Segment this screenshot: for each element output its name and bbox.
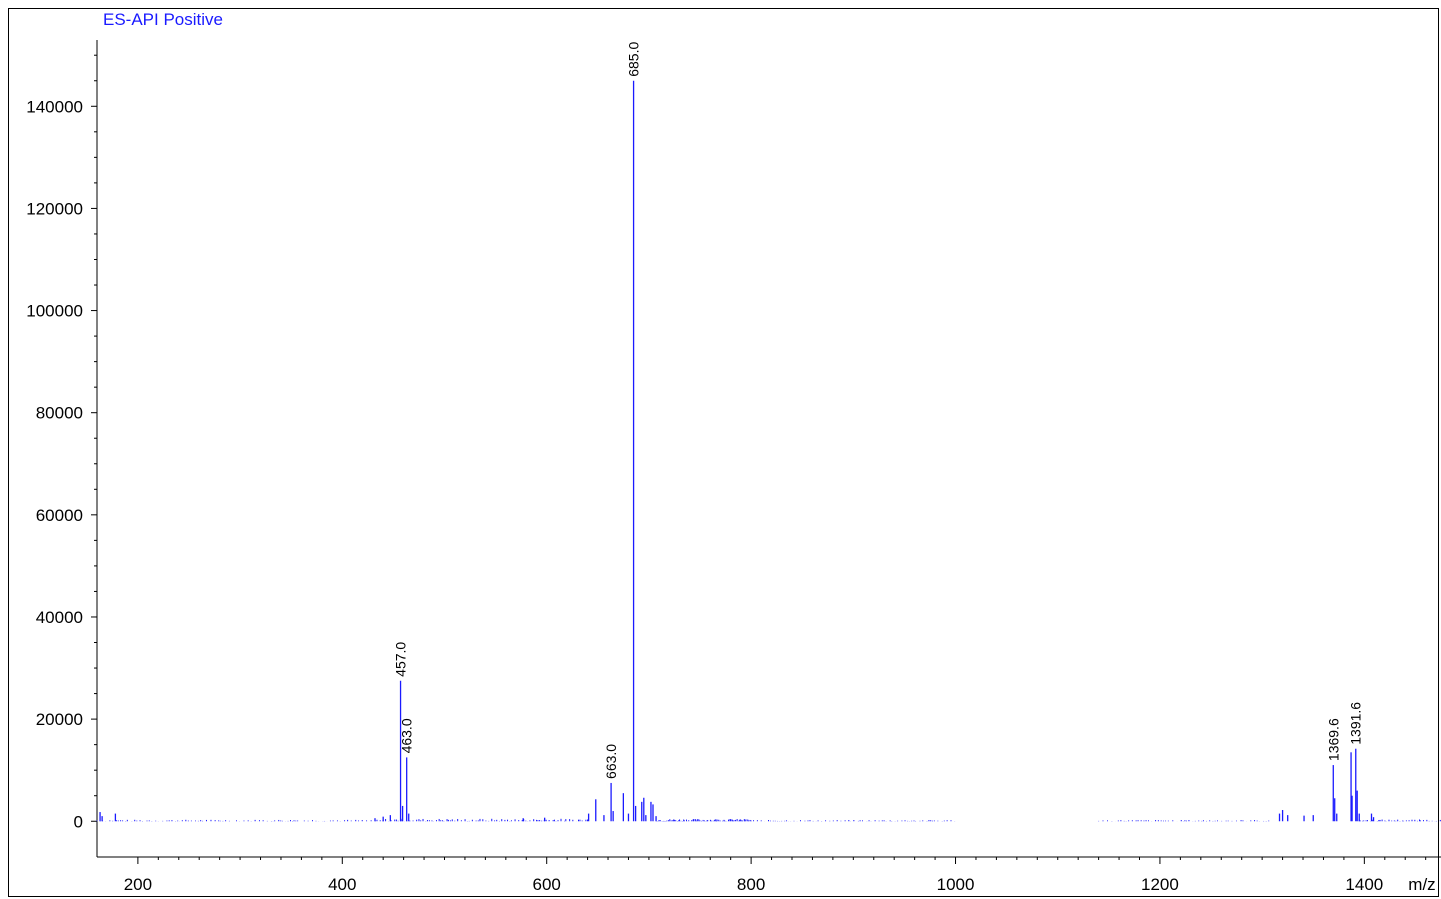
x-tick-label: 200	[124, 875, 152, 894]
y-tick-label: 0	[74, 812, 83, 831]
y-tick-label: 100000	[26, 302, 83, 321]
peak-label: 1391.6	[1348, 702, 1364, 745]
y-tick-label: 20000	[36, 710, 83, 729]
chart-title: ES-API Positive	[103, 10, 223, 29]
x-axis-label: m/z	[1408, 875, 1435, 894]
x-tick-label: 400	[328, 875, 356, 894]
peak-label: 457.0	[393, 642, 409, 677]
y-tick-label: 60000	[36, 506, 83, 525]
x-tick-label: 800	[737, 875, 765, 894]
y-tick-label: 80000	[36, 404, 83, 423]
peak-label: 663.0	[603, 744, 619, 779]
x-tick-label: 1200	[1141, 875, 1179, 894]
peak-label: 685.0	[626, 42, 642, 77]
peak-label: 1369.6	[1325, 718, 1341, 761]
plot-frame	[8, 8, 1439, 897]
y-tick-label: 120000	[26, 199, 83, 218]
y-tick-label: 140000	[26, 97, 83, 116]
x-tick-label: 1000	[937, 875, 975, 894]
x-tick-label: 1400	[1345, 875, 1383, 894]
x-tick-label: 600	[533, 875, 561, 894]
y-tick-label: 40000	[36, 608, 83, 627]
peak-label: 463.0	[399, 718, 415, 753]
